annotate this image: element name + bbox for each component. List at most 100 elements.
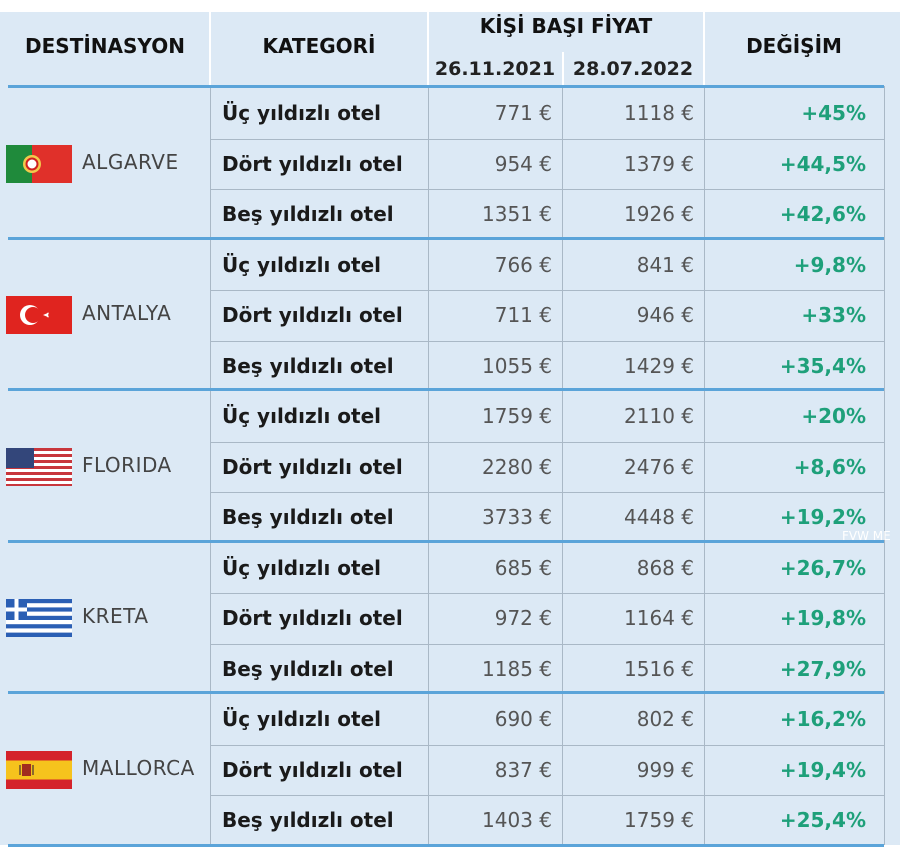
change-cell: +19,2% [779, 505, 866, 529]
spain-flag [6, 750, 72, 789]
header-divider [562, 52, 564, 86]
category-cell: Dört yıldızlı otel [222, 757, 403, 782]
table-row: Dört yıldızlı otel 711 € 946 € +33% [0, 290, 900, 340]
destination-cell: ALGARVE [0, 88, 210, 240]
destination-name: FLORIDA [82, 452, 172, 477]
price-2022-cell: 841 € [636, 252, 694, 277]
price-2022-cell: 1429 € [624, 353, 694, 378]
table-row: Üç yıldızlı otel 685 € 868 € +26,7% [0, 543, 900, 593]
header-divider [209, 12, 211, 86]
row-separator [210, 744, 884, 746]
change-cell: +35,4% [779, 353, 866, 378]
change-cell: +8,6% [793, 454, 866, 479]
category-cell: Beş yıldızlı otel [222, 202, 394, 226]
row-separator [210, 441, 884, 443]
greece-flag [6, 599, 72, 638]
table-row: Dört yıldızlı otel 972 € 1164 € +19,8% [0, 593, 900, 643]
group-separator [8, 539, 884, 543]
price-2022-cell: 802 € [636, 707, 694, 731]
category-cell: Üç yıldızlı otel [222, 252, 382, 277]
row-separator [210, 492, 884, 493]
price-2021-cell: 1055 € [482, 353, 552, 378]
table-row: Beş yıldızlı otel 3733 € 4448 € +19,2% [0, 492, 900, 542]
change-cell: +20% [801, 404, 866, 428]
change-cell: +44,5% [779, 151, 866, 176]
price-2021-cell: 711 € [494, 303, 552, 327]
price-2022-cell: 1926 € [624, 202, 694, 226]
change-cell: +9,8% [793, 252, 866, 277]
price-2021-cell: 2280 € [482, 454, 552, 479]
price-2022-cell: 1759 € [624, 808, 694, 832]
category-cell: Dört yıldızlı otel [222, 606, 403, 630]
price-2021-cell: 3733 € [482, 505, 552, 529]
row-separator [210, 795, 884, 796]
change-cell: +19,8% [779, 606, 866, 630]
column-divider [562, 86, 563, 845]
price-2021-cell: 837 € [494, 757, 552, 782]
table-row: Beş yıldızlı otel 1055 € 1429 € +35,4% [0, 341, 900, 391]
destination-name: KRETA [82, 604, 149, 629]
group-separator [8, 388, 884, 391]
header-divider [427, 12, 429, 86]
price-2021-cell: 1759 € [482, 404, 552, 428]
change-cell: +33% [801, 303, 866, 327]
table-row: Üç yıldızlı otel 690 € 802 € +16,2% [0, 694, 900, 744]
price-2021-cell: 1403 € [482, 808, 552, 832]
price-2022-cell: 4448 € [624, 505, 694, 529]
column-divider [428, 86, 429, 845]
price-2022-cell: 946 € [636, 303, 694, 327]
row-separator [210, 138, 884, 140]
table-row: Beş yıldızlı otel 1403 € 1759 € +25,4% [0, 795, 900, 845]
group-separator [8, 691, 884, 694]
row-separator [210, 643, 884, 645]
destination-name: ANTALYA [82, 301, 172, 326]
price-2021-cell: 685 € [494, 555, 552, 580]
change-cell: +45% [801, 101, 866, 125]
price-2022-cell: 868 € [636, 555, 694, 580]
table-row: Üç yıldızlı otel 766 € 841 € +9,8% [0, 240, 900, 290]
header-change: DEĞİŞİM [746, 34, 842, 58]
category-cell: Üç yıldızlı otel [222, 707, 382, 731]
row-separator [210, 593, 884, 594]
destination-cell: FLORIDA [0, 391, 210, 543]
price-2021-cell: 771 € [494, 101, 552, 125]
table-row: Beş yıldızlı otel 1185 € 1516 € +27,9% [0, 644, 900, 694]
table-row: Dört yıldızlı otel 954 € 1379 € +44,5% [0, 139, 900, 189]
category-cell: Dört yıldızlı otel [222, 303, 403, 327]
category-cell: Dört yıldızlı otel [222, 151, 403, 176]
table-row: Üç yıldızlı otel 771 € 1118 € +45% [0, 88, 900, 138]
destination-name: MALLORCA [82, 755, 195, 780]
price-2022-cell: 1516 € [624, 656, 694, 681]
destination-cell: ANTALYA [0, 240, 210, 392]
change-cell: +26,7% [779, 555, 866, 580]
category-cell: Dört yıldızlı otel [222, 454, 403, 479]
header-date-1: 26.11.2021 [434, 58, 556, 80]
category-cell: Beş yıldızlı otel [222, 353, 394, 378]
portugal-flag [6, 144, 72, 183]
destination-cell: KRETA [0, 543, 210, 695]
usa-flag [6, 447, 72, 486]
price-2021-cell: 766 € [494, 252, 552, 277]
group-separator [8, 85, 884, 88]
category-cell: Üç yıldızlı otel [222, 404, 382, 428]
category-cell: Üç yıldızlı otel [222, 555, 382, 580]
price-2022-cell: 1118 € [624, 101, 694, 125]
price-2021-cell: 954 € [494, 151, 552, 176]
category-cell: Üç yıldızlı otel [222, 101, 382, 125]
header-destination: DESTİNASYON [25, 34, 185, 58]
price-2022-cell: 999 € [636, 757, 694, 782]
column-divider [884, 86, 885, 845]
destination-cell: MALLORCA [0, 694, 210, 846]
table-row: Dört yıldızlı otel 837 € 999 € +19,4% [0, 745, 900, 795]
change-cell: +27,9% [779, 656, 866, 681]
turkey-flag [6, 296, 72, 335]
change-cell: +19,4% [779, 757, 866, 782]
price-2021-cell: 972 € [494, 606, 552, 630]
header-date-2: 28.07.2022 [572, 58, 694, 80]
destination-name: ALGARVE [82, 149, 179, 174]
column-divider [704, 86, 705, 845]
category-cell: Beş yıldızlı otel [222, 808, 394, 832]
table-row: Üç yıldızlı otel 1759 € 2110 € +20% [0, 391, 900, 441]
category-cell: Beş yıldızlı otel [222, 505, 394, 529]
